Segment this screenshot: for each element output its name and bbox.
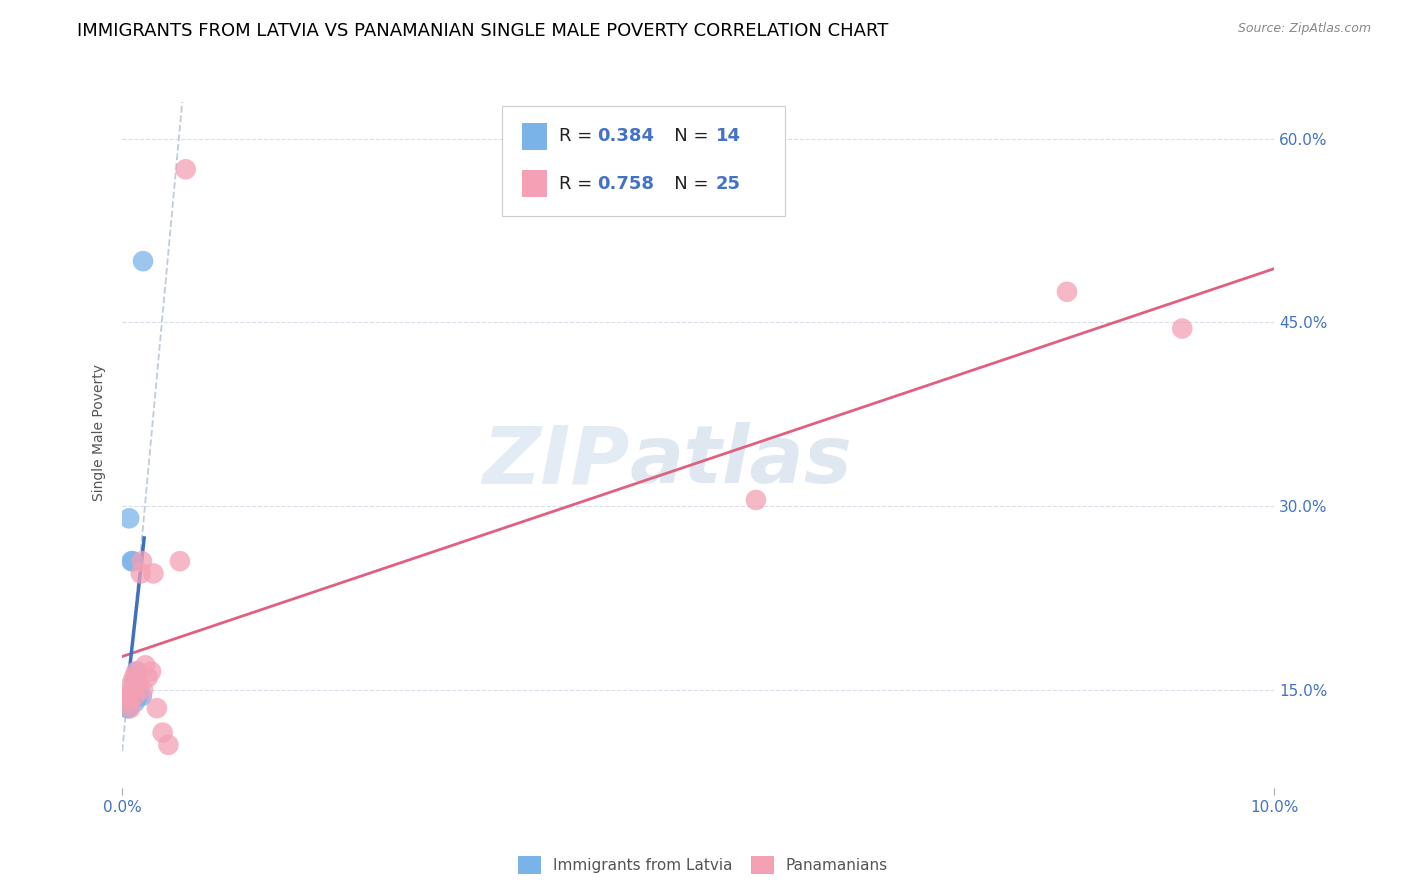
Text: atlas: atlas [630,422,852,500]
Point [121,676,143,690]
Point [131,554,153,568]
Point [127,689,149,703]
Point [125,671,148,685]
Point [117,689,139,703]
Point [745,492,768,507]
Point [174,162,197,177]
Text: 14: 14 [716,128,741,145]
Point [1056,285,1078,299]
Point [118,695,141,709]
Point [117,701,139,715]
Y-axis label: Single Male Poverty: Single Male Poverty [93,364,107,501]
Point [122,676,145,690]
Point [122,671,145,685]
Text: ZIP: ZIP [482,422,630,500]
Point [115,689,138,703]
Point [124,695,146,709]
Point [139,665,162,679]
Text: IMMIGRANTS FROM LATVIA VS PANAMANIAN SINGLE MALE POVERTY CORRELATION CHART: IMMIGRANTS FROM LATVIA VS PANAMANIAN SIN… [77,22,889,40]
Point [124,689,146,703]
Text: 0.758: 0.758 [598,175,654,193]
Text: R =: R = [560,175,598,193]
Point [118,511,141,525]
Point [121,554,143,568]
Point [127,665,149,679]
Point [1171,321,1194,335]
Point [132,682,155,697]
Point [121,682,143,697]
Point [152,725,174,739]
Point [120,695,142,709]
Point [127,676,149,690]
Point [146,701,169,715]
Legend: Immigrants from Latvia, Panamanians: Immigrants from Latvia, Panamanians [512,850,894,880]
Point [132,254,155,268]
Point [120,701,142,715]
Point [157,738,180,752]
Text: R =: R = [560,128,598,145]
Bar [522,170,547,197]
Text: 25: 25 [716,175,741,193]
Point [125,665,148,679]
Point [131,689,153,703]
FancyBboxPatch shape [502,106,785,216]
Point [136,671,159,685]
Point [134,658,156,673]
Point [115,689,138,703]
Point [121,554,143,568]
Text: Source: ZipAtlas.com: Source: ZipAtlas.com [1237,22,1371,36]
Bar [522,123,547,150]
Point [129,566,152,581]
Point [142,566,165,581]
Text: N =: N = [657,128,714,145]
Point [169,554,191,568]
Text: N =: N = [657,175,714,193]
Point [117,701,139,715]
Text: 0.384: 0.384 [598,128,654,145]
